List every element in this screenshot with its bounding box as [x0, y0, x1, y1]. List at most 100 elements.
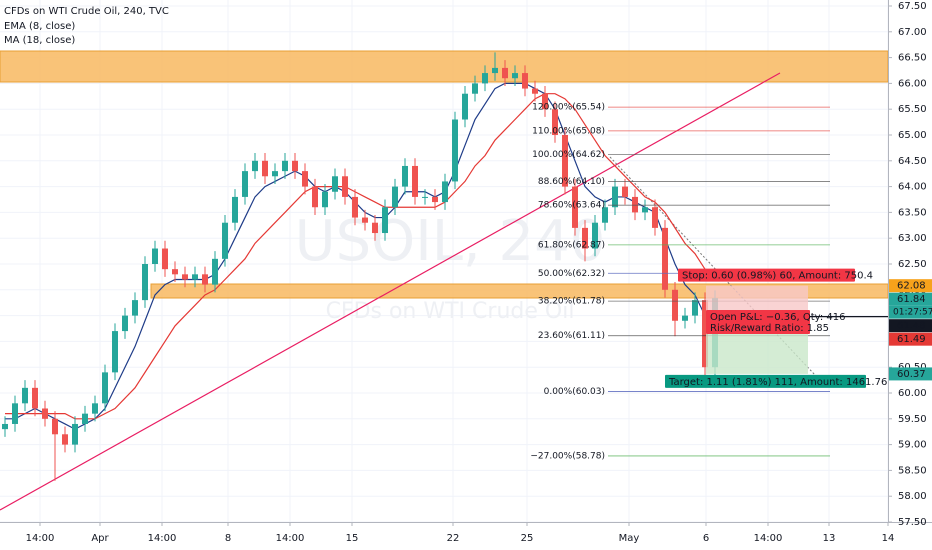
candle-body	[342, 176, 348, 197]
candle-body	[692, 300, 698, 316]
price-tag-label: 62.08	[897, 281, 926, 292]
candle-body	[62, 434, 68, 445]
y-tick-label: 65.00	[898, 130, 927, 141]
candle-body	[682, 315, 688, 321]
candle-body	[362, 217, 368, 223]
candle-body	[382, 207, 388, 234]
candle-body	[52, 418, 58, 435]
price-tag	[889, 279, 932, 293]
candle-body	[672, 289, 678, 321]
candle-body	[442, 181, 448, 203]
candle-body	[162, 248, 168, 270]
y-tick-label: 64.50	[898, 156, 927, 167]
candle-body	[252, 160, 258, 172]
y-tick-label: 58.50	[898, 465, 927, 476]
candle-body	[472, 83, 478, 94]
price-tag-label: 61.49	[897, 334, 926, 345]
y-tick-label: 62.50	[898, 259, 927, 270]
x-tick-label: 15	[346, 533, 359, 544]
candle-body	[202, 274, 208, 285]
price-tag	[889, 332, 932, 346]
candle-body	[32, 387, 38, 409]
x-tick-label: 14:00	[754, 533, 783, 544]
candle-body	[142, 264, 148, 301]
candle-body	[242, 171, 248, 197]
x-tick-label: 22	[447, 533, 460, 544]
resistance-zone	[0, 50, 889, 83]
candle-body	[182, 274, 188, 280]
candle-body	[42, 408, 48, 419]
candle-body	[582, 227, 588, 249]
candle-body	[212, 258, 218, 285]
legend-entry: MA (18, close)	[4, 35, 75, 46]
candle-body	[132, 300, 138, 316]
price-tag-label: 60.37	[897, 369, 926, 380]
candle-body	[492, 67, 498, 74]
position-label-box	[706, 310, 810, 323]
x-tick-label: 14:00	[276, 533, 305, 544]
candle-body	[352, 196, 358, 218]
legend-entry: EMA (8, close)	[4, 21, 75, 32]
watermark: CFDs on WTI Crude Oil	[326, 299, 575, 324]
candle-body	[562, 134, 568, 187]
price-tag	[889, 292, 932, 306]
y-tick-label: 67.00	[898, 27, 927, 38]
x-tick-label: 14	[882, 533, 895, 544]
candle-body	[662, 227, 668, 290]
fib-label: 0.00%(60.03)	[544, 387, 605, 397]
position-label: Risk/Reward Ratio: 1.85	[710, 323, 829, 334]
candle-body	[92, 403, 98, 414]
candle-body	[592, 222, 598, 249]
candle-body	[512, 73, 518, 79]
fib-label: 38.20%(61.78)	[538, 297, 605, 307]
fib-label: 50.00%(62.32)	[538, 269, 605, 279]
fib-label: 100.00%(64.62)	[532, 150, 605, 160]
y-tick-label: 63.50	[898, 207, 927, 218]
candle-body	[452, 119, 458, 182]
price-tag	[889, 367, 932, 381]
candle-body	[462, 93, 468, 120]
candle-body	[502, 67, 508, 79]
x-tick-label: 13	[823, 533, 836, 544]
watermark: USOIL, 240	[295, 209, 606, 274]
x-tick-label: Apr	[91, 533, 109, 544]
indicator-line	[5, 93, 716, 420]
candle-body	[172, 269, 178, 275]
chart-title: CFDs on WTI Crude Oil, 240, TVC	[4, 6, 169, 17]
x-tick-label: 14:00	[26, 533, 55, 544]
candle-body	[412, 165, 418, 197]
position-label-box	[665, 374, 866, 388]
fib-label: 110.00%(65.08)	[532, 126, 605, 136]
y-tick-label: 59.00	[898, 440, 927, 451]
position-label: Stop: 0.60 (0.98%) 60, Amount: 750.4	[682, 271, 873, 282]
candle-body	[222, 222, 228, 259]
position-label: Open P&L: −0.36, Qty: 416	[710, 312, 845, 323]
y-tick-label: 59.50	[898, 414, 927, 425]
candle-body	[532, 88, 538, 94]
y-tick-label: 63.00	[898, 233, 927, 244]
fib-label: 88.60%(64.10)	[538, 177, 605, 187]
candle-body	[332, 176, 338, 192]
candle-body	[192, 274, 198, 280]
y-tick-label: 65.50	[898, 104, 927, 115]
fib-label: 78.60%(63.64)	[538, 201, 605, 211]
candle-body	[572, 186, 578, 228]
candle-body	[2, 423, 8, 430]
candle-body	[272, 171, 278, 177]
candle-body	[552, 109, 558, 135]
x-tick-label: 25	[521, 533, 534, 544]
y-tick-label: 66.50	[898, 53, 927, 64]
candle-body	[632, 196, 638, 213]
candle-body	[112, 331, 118, 373]
candle-body	[482, 73, 488, 84]
position-label-box	[706, 321, 810, 334]
candle-body	[392, 186, 398, 208]
candle-body	[372, 222, 378, 234]
candle-body	[292, 160, 298, 172]
candle-body	[232, 196, 238, 223]
candle-body	[602, 207, 608, 223]
candle-body	[102, 372, 108, 404]
candle-body	[82, 413, 88, 424]
candle-body	[542, 93, 548, 110]
